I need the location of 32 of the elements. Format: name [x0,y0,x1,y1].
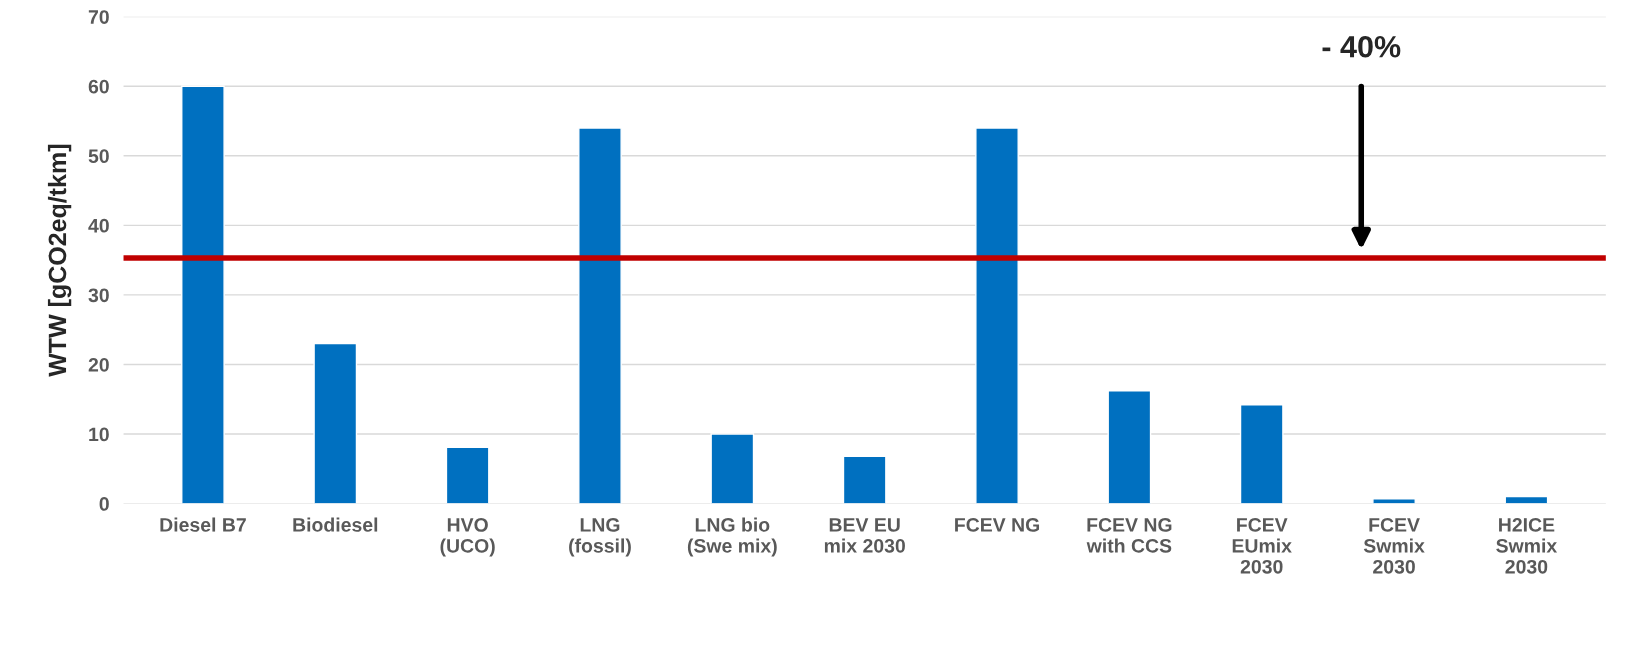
y-tick-label: 70 [88,10,109,24]
bar [181,85,225,504]
x-tick-label: LNG (fossil) [569,517,631,557]
bar [1107,390,1152,504]
bar [313,342,358,504]
x-tick-label: BEV EU mix 2030 [824,518,905,553]
x-tick-label: FCEV NG [955,517,1040,532]
x-tick-label: Biodiesel [293,517,378,532]
x-tick-label: FCEV Swmix 2030 [1363,517,1425,574]
y-axis-title: WTW [gCO2eq/tkm] [47,144,72,377]
x-tick-label: FCEV EUmix 2030 [1232,517,1292,574]
y-tick-label: 10 [89,427,109,442]
bar [710,433,755,504]
bar [1239,404,1284,504]
y-tick-label: 0 [99,497,109,511]
x-tick-label: Diesel B7 [160,517,246,532]
y-tick-label: 30 [88,288,109,303]
x-tick-label: H2ICE Swmix 2030 [1496,517,1558,574]
bar [1372,498,1416,504]
x-tick-label: LNG bio (Swe mix) [687,517,777,557]
bar [842,455,887,504]
bar [445,446,490,504]
y-tick-label: 50 [88,149,109,164]
bar [578,127,622,504]
x-tick-label: FCEV NG with CCS [1086,517,1172,553]
x-tick-label: HVO (UCO) [440,517,495,557]
bar [975,127,1019,504]
bar [1504,495,1549,504]
y-tick-label: 40 [88,218,109,233]
annotation: - 40% [1322,35,1401,58]
y-tick-label: 20 [88,357,109,372]
y-tick-label: 60 [88,79,109,94]
